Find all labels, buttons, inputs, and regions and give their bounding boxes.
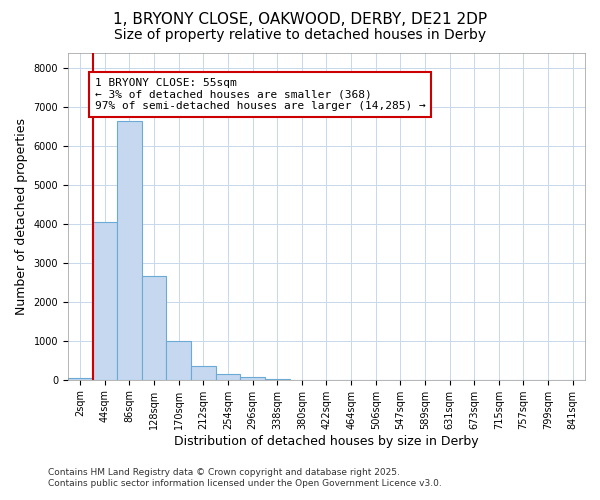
Bar	[117, 120, 142, 380]
Bar	[265, 378, 290, 380]
Bar	[142, 276, 166, 380]
Bar	[68, 378, 92, 380]
Bar	[92, 222, 117, 380]
Bar	[166, 341, 191, 380]
Text: 1 BRYONY CLOSE: 55sqm
← 3% of detached houses are smaller (368)
97% of semi-deta: 1 BRYONY CLOSE: 55sqm ← 3% of detached h…	[95, 78, 426, 111]
Bar	[191, 366, 215, 380]
Text: Size of property relative to detached houses in Derby: Size of property relative to detached ho…	[114, 28, 486, 42]
Bar	[240, 376, 265, 380]
X-axis label: Distribution of detached houses by size in Derby: Distribution of detached houses by size …	[174, 434, 479, 448]
Bar	[215, 374, 240, 380]
Text: 1, BRYONY CLOSE, OAKWOOD, DERBY, DE21 2DP: 1, BRYONY CLOSE, OAKWOOD, DERBY, DE21 2D…	[113, 12, 487, 28]
Text: Contains HM Land Registry data © Crown copyright and database right 2025.
Contai: Contains HM Land Registry data © Crown c…	[48, 468, 442, 487]
Y-axis label: Number of detached properties: Number of detached properties	[15, 118, 28, 314]
